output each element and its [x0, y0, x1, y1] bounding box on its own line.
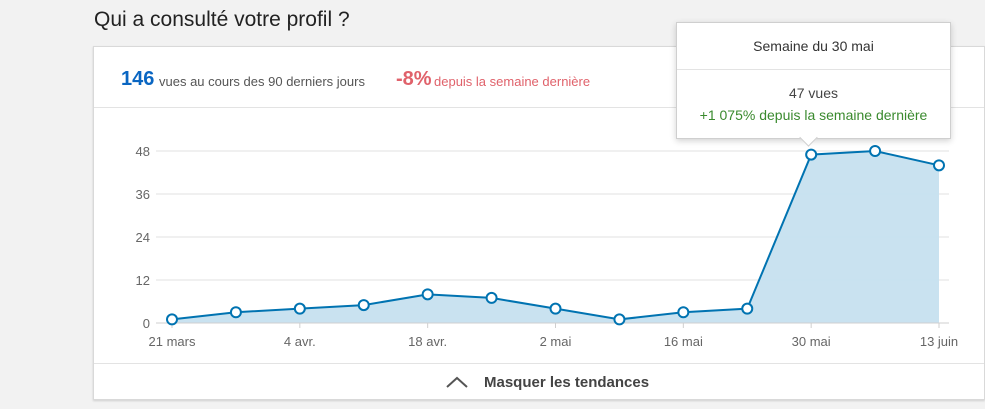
data-point: [485, 291, 498, 304]
tooltip-change: +1 075% depuis la semaine dernière: [699, 107, 928, 123]
views-text: vues au cours des 90 derniers jours: [159, 74, 365, 89]
x-tick-label: 4 avr.: [284, 334, 316, 349]
page-title: Qui a consulté votre profil ?: [94, 8, 350, 31]
tooltip-title: Semaine du 30 mai: [677, 23, 950, 70]
data-point: [869, 145, 882, 157]
y-tick-label: 0: [143, 316, 150, 331]
hide-trends-button[interactable]: Masquer les tendances: [446, 364, 649, 400]
data-point: [421, 288, 434, 301]
x-tick-label: 2 mai: [540, 334, 572, 349]
data-point: [229, 306, 242, 319]
chevron-up-icon: [446, 376, 468, 388]
data-point: [677, 306, 690, 319]
data-point: [933, 159, 945, 172]
summary-bar: 146 vues au cours des 90 derniers jours …: [94, 47, 984, 108]
data-point: [357, 299, 370, 312]
change-percent: -8%: [396, 68, 432, 90]
chart-tooltip: Semaine du 30 mai 47 vues +1 075% depuis…: [676, 22, 951, 147]
x-tick-label: 21 mars: [149, 334, 196, 349]
data-point: [293, 302, 306, 315]
series-area: [172, 151, 939, 323]
data-point: [166, 313, 178, 326]
data-point: [549, 302, 562, 315]
y-tick-label: 12: [136, 273, 150, 288]
y-tick-label: 36: [136, 187, 150, 202]
x-tick-label: 16 mai: [664, 334, 703, 349]
change-text: depuis la semaine dernière: [434, 74, 591, 89]
data-point: [741, 302, 754, 315]
x-tick-label: 18 avr.: [408, 334, 447, 349]
views-chart: 0 12 24 36 48 21 mars 4 avr. 18 avr. 2 mai 16 mai…: [136, 144, 959, 349]
x-tick-label: 30 mai: [792, 334, 831, 349]
data-point: [805, 148, 818, 161]
x-tick-label: 13 juin: [920, 334, 958, 349]
views-count: 146: [121, 68, 155, 90]
y-tick-label: 48: [136, 144, 150, 159]
chart-footer: Masquer les tendances: [94, 363, 984, 400]
data-point: [613, 313, 626, 326]
y-tick-label: 24: [136, 230, 150, 245]
tooltip-views: 47 vues: [788, 85, 839, 101]
hide-trends-label: Masquer les tendances: [484, 373, 650, 391]
